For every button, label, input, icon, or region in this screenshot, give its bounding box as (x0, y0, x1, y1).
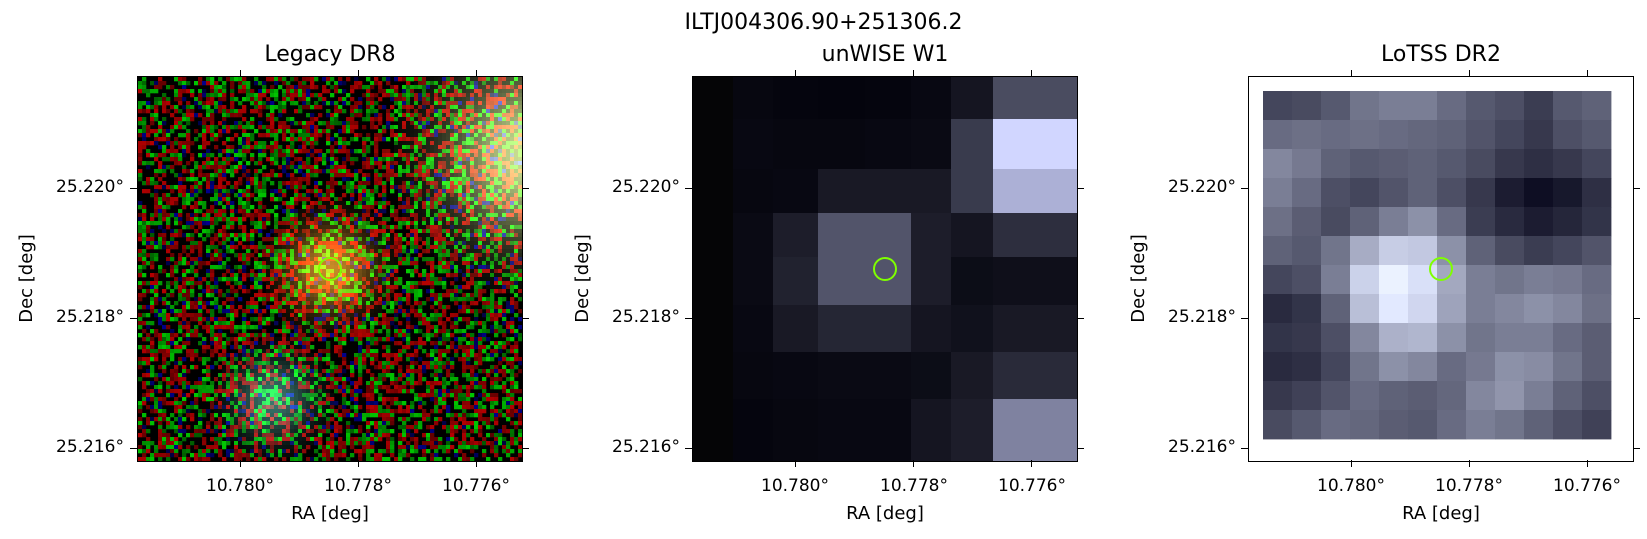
x-tick-mark (240, 460, 241, 467)
legacy-dr8-canvas (138, 77, 522, 461)
panel-title-lotss: LoTSS DR2 (1381, 42, 1501, 67)
x-tick-mark (476, 460, 477, 467)
unwise-w1-image (692, 76, 1078, 462)
figure-title: ILTJ004306.90+251306.2 (684, 10, 963, 35)
y-tick-mark (1241, 318, 1248, 319)
y-tick-label: 25.218° (612, 307, 680, 327)
y-tick-label: 25.216° (1168, 437, 1236, 457)
y-tick-mark (685, 318, 692, 319)
x-tick-label: 10.780° (1317, 476, 1385, 496)
panel-title-unwise: unWISE W1 (821, 42, 949, 67)
x-tick-mark (1469, 70, 1470, 77)
x-tick-mark (358, 70, 359, 77)
x-axis-label-lotss: RA [deg] (1402, 503, 1480, 524)
y-tick-mark (130, 318, 137, 319)
panel-title-legacy: Legacy DR8 (264, 42, 396, 67)
y-tick-mark (1633, 448, 1640, 449)
y-tick-mark (1241, 448, 1248, 449)
x-tick-mark (1587, 460, 1588, 467)
y-tick-mark (1077, 448, 1084, 449)
y-tick-mark (685, 448, 692, 449)
y-tick-label: 25.218° (1168, 307, 1236, 327)
x-tick-mark (1031, 70, 1032, 77)
x-tick-label: 10.778° (1435, 476, 1503, 496)
x-tick-mark (795, 70, 796, 77)
y-tick-mark (522, 448, 529, 449)
x-axis-label-unwise: RA [deg] (846, 503, 924, 524)
x-tick-label: 10.780° (206, 476, 274, 496)
y-tick-mark (1633, 318, 1640, 319)
x-tick-label: 10.780° (761, 476, 829, 496)
y-tick-mark (685, 188, 692, 189)
target-circle-marker (1429, 257, 1453, 281)
x-tick-label: 10.776° (442, 476, 510, 496)
y-tick-mark (1241, 188, 1248, 189)
y-tick-label: 25.216° (612, 437, 680, 457)
y-tick-mark (522, 188, 529, 189)
x-tick-mark (240, 70, 241, 77)
unwise-pixels (693, 77, 1077, 461)
x-tick-mark (1587, 70, 1588, 77)
unwise-w1-canvas (693, 77, 1077, 461)
x-tick-mark (476, 70, 477, 77)
x-tick-mark (1469, 460, 1470, 467)
y-tick-mark (130, 448, 137, 449)
y-tick-mark (1633, 188, 1640, 189)
y-tick-label: 25.216° (56, 437, 124, 457)
target-circle-marker (318, 257, 342, 281)
x-tick-label: 10.778° (324, 476, 392, 496)
x-axis-label-legacy: RA [deg] (291, 503, 369, 524)
legacy-dr8-image (137, 76, 523, 462)
lotss-dr2-canvas (1249, 77, 1633, 461)
target-circle-marker (873, 257, 897, 281)
y-tick-label: 25.218° (56, 307, 124, 327)
y-tick-mark (130, 188, 137, 189)
x-tick-label: 10.776° (1553, 476, 1621, 496)
legacy-pixels (138, 77, 522, 461)
lotss-pixels (1249, 77, 1633, 461)
y-tick-mark (1077, 318, 1084, 319)
y-tick-mark (522, 318, 529, 319)
lotss-dr2-image (1248, 76, 1634, 462)
x-tick-label: 10.776° (998, 476, 1066, 496)
y-tick-label: 25.220° (1168, 177, 1236, 197)
y-tick-mark (1077, 188, 1084, 189)
x-tick-mark (913, 70, 914, 77)
x-tick-mark (913, 460, 914, 467)
x-tick-mark (1031, 460, 1032, 467)
y-tick-label: 25.220° (56, 177, 124, 197)
y-tick-label: 25.220° (612, 177, 680, 197)
x-tick-mark (358, 460, 359, 467)
x-tick-label: 10.778° (880, 476, 948, 496)
x-tick-mark (795, 460, 796, 467)
x-tick-mark (1351, 70, 1352, 77)
x-tick-mark (1351, 460, 1352, 467)
